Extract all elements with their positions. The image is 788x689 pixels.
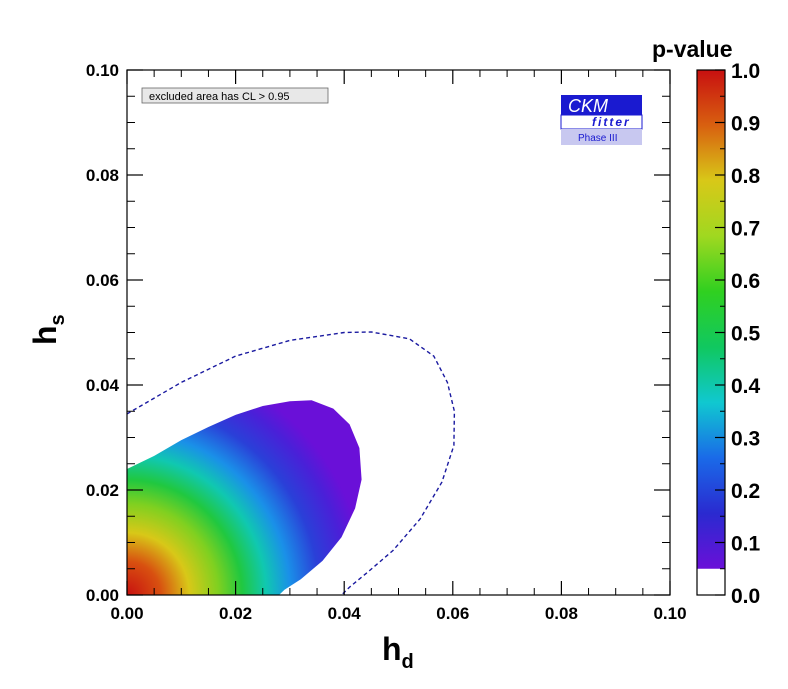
filled-region-group	[127, 400, 362, 595]
y-tick-label: 0.10	[86, 61, 119, 80]
colorbar-tick-label: 0.8	[731, 165, 761, 188]
colorbar-tick-label: 0.6	[731, 270, 760, 293]
y-axis-title-main: h	[27, 325, 63, 345]
x-axis-title: hd	[382, 631, 414, 673]
x-tick-label: 0.00	[110, 604, 143, 623]
y-tick-label: 0.04	[86, 376, 120, 395]
colorbar-tick-label: 0.7	[731, 218, 760, 241]
y-tick-label: 0.00	[86, 586, 119, 605]
x-tick-label: 0.06	[436, 604, 469, 623]
logo-line1: CKM	[568, 96, 608, 116]
annotation-text: excluded area has CL > 0.95	[149, 91, 290, 103]
ckmfitter-logo: CKM fitter Phase III	[560, 95, 643, 145]
dashed-contour	[127, 331, 456, 595]
colorbar-tick-label: 0.1	[731, 533, 761, 556]
y-axis-title-sub: s	[47, 314, 69, 325]
x-axis-title-main: h	[382, 631, 402, 667]
x-tick-label: 0.02	[219, 604, 252, 623]
y-tick-label: 0.08	[86, 166, 119, 185]
dashed-contour-group	[127, 331, 456, 595]
x-tick-label: 0.08	[545, 604, 578, 623]
x-axis-ticks: 0.00 0.02 0.04 0.06 0.08 0.10	[110, 70, 687, 623]
x-tick-label: 0.10	[653, 604, 686, 623]
colorbar-gradient	[697, 70, 725, 569]
logo-line2: fitter	[592, 115, 631, 129]
colorbar-tick-label: 1.0	[731, 60, 760, 83]
colorbar-tick-label: 0.4	[731, 375, 761, 398]
y-tick-label: 0.06	[86, 271, 119, 290]
colorbar-ticks: 0.0 0.1 0.2 0.3 0.4 0.5 0.6 0.7 0.8 0.9 1.0	[715, 60, 761, 608]
x-tick-label: 0.04	[328, 604, 362, 623]
y-tick-label: 0.02	[86, 481, 119, 500]
colorbar-band	[697, 568, 725, 595]
colorbar-tick-label: 0.3	[731, 428, 760, 451]
colorbar-title: p-value	[652, 36, 733, 62]
y-axis-title: hs	[27, 314, 69, 345]
filled-pvalue-region	[127, 400, 362, 595]
y-axis-ticks: 0.00 0.02 0.04 0.06 0.08 0.10	[86, 61, 670, 605]
logo-line3: Phase III	[578, 133, 617, 144]
colorbar	[697, 70, 725, 595]
annotation-box: excluded area has CL > 0.95	[141, 87, 329, 104]
colorbar-tick-label: 0.2	[731, 480, 760, 503]
colorbar-tick-label: 0.0	[731, 585, 760, 608]
x-axis-title-sub: d	[402, 651, 414, 673]
colorbar-tick-label: 0.5	[731, 323, 761, 346]
colorbar-tick-label: 0.9	[731, 113, 760, 136]
